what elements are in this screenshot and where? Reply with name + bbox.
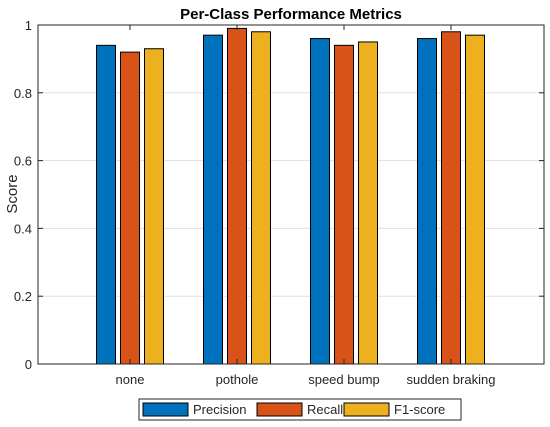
legend-swatch bbox=[256, 402, 303, 417]
x-tick-label: none bbox=[116, 372, 145, 387]
y-tick-label: 0 bbox=[25, 357, 32, 372]
bar bbox=[334, 44, 354, 365]
y-tick-label: 0.4 bbox=[14, 221, 32, 236]
bar bbox=[358, 41, 378, 365]
x-tick-label: sudden braking bbox=[407, 372, 496, 387]
x-tick-label: pothole bbox=[216, 372, 259, 387]
y-axis-label: Score bbox=[4, 174, 21, 213]
x-tick-label: speed bump bbox=[308, 372, 380, 387]
y-tick-label: 0.8 bbox=[14, 86, 32, 101]
bar bbox=[227, 27, 247, 365]
x-axis-ticks: none pothole speed bump sudden braking bbox=[116, 25, 496, 387]
bar bbox=[120, 51, 140, 365]
legend-label: F1-score bbox=[394, 402, 445, 417]
bar bbox=[417, 38, 437, 365]
bar bbox=[96, 44, 116, 365]
legend-swatch bbox=[142, 402, 189, 417]
legend-label: Precision bbox=[193, 402, 246, 417]
legend-swatch bbox=[343, 402, 390, 417]
bar bbox=[203, 34, 223, 365]
plot-frame bbox=[37, 24, 545, 365]
y-axis-ticks: 0 0.2 0.4 0.6 0.8 1 bbox=[14, 18, 544, 372]
bar bbox=[144, 48, 164, 365]
bars bbox=[96, 27, 485, 365]
bar bbox=[310, 38, 330, 365]
legend-label: Recall bbox=[307, 402, 343, 417]
bar bbox=[251, 31, 271, 365]
bar bbox=[465, 34, 485, 365]
y-tick-label: 0.2 bbox=[14, 289, 32, 304]
bar bbox=[441, 31, 461, 365]
y-tick-label: 1 bbox=[25, 18, 32, 33]
y-tick-label: 0.6 bbox=[14, 154, 32, 169]
chart-title: Per-Class Performance Metrics bbox=[180, 6, 402, 23]
legend: Precision Recall F1-score bbox=[138, 398, 462, 421]
